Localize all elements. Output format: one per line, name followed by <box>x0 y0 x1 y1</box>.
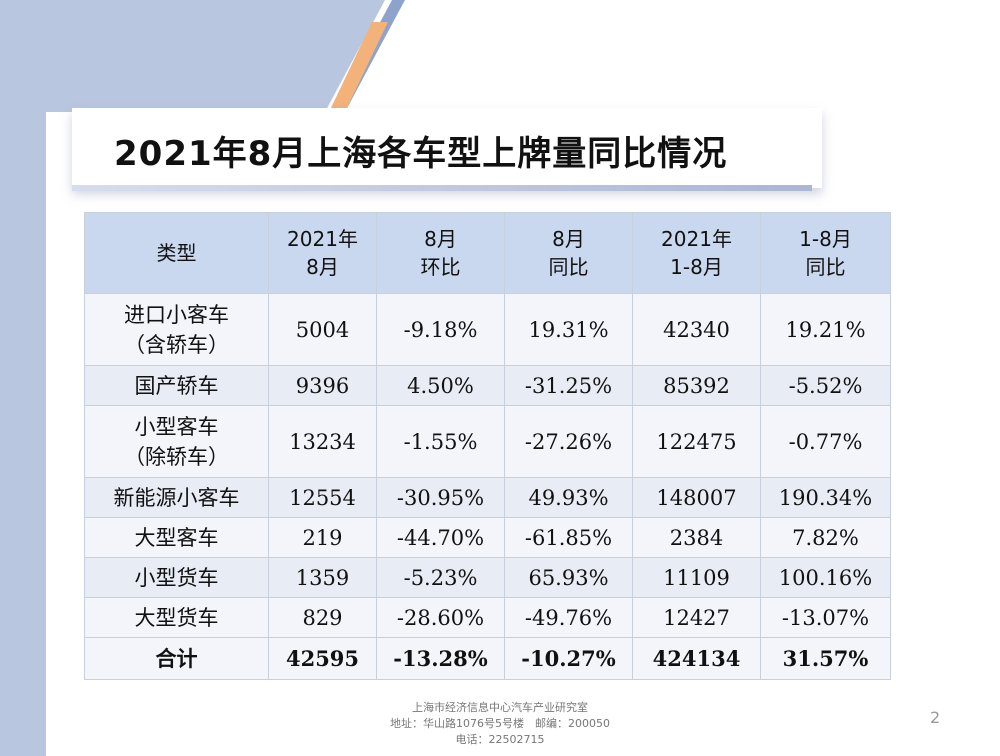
value-cell: -0.77% <box>760 405 891 478</box>
vehicle-type-line: 小型客车 <box>134 414 219 439</box>
value-cell: 85392 <box>632 365 761 406</box>
table-row: 大型客车 219 -44.70% -61.85% 2384 7.82% <box>84 517 891 558</box>
title-underline <box>72 185 812 191</box>
column-header: 8月环比 <box>376 212 505 294</box>
table-row: 大型货车 829 -28.60% -49.76% 12427 -13.07% <box>84 597 891 638</box>
vehicle-type-line: 大型货车 <box>134 605 219 630</box>
column-header-line: 同比 <box>805 255 846 279</box>
table-row: 新能源小客车 12554 -30.95% 49.93% 148007 190.34% <box>84 477 891 518</box>
value-cell: -44.70% <box>376 517 505 558</box>
vehicle-type-cell: 大型货车 <box>84 597 269 638</box>
column-header: 2021年 8月 <box>268 212 377 294</box>
value-cell: 13234 <box>268 405 377 478</box>
vehicle-type-cell: 大型客车 <box>84 517 269 558</box>
table-row: 进口小客车 （含轿车） 5004 -9.18% 19.31% 42340 19.21% <box>84 293 891 366</box>
vehicle-type-cell: 国产轿车 <box>84 365 269 406</box>
value-cell: 9396 <box>268 365 377 406</box>
column-header-line: 8月 <box>306 255 339 279</box>
value-cell: -13.28% <box>376 637 505 680</box>
value-cell: -28.60% <box>376 597 505 638</box>
vehicle-type-cell: 新能源小客车 <box>84 477 269 518</box>
column-header-line: 类型 <box>156 241 197 265</box>
value-cell: 42340 <box>632 293 761 366</box>
value-cell: -30.95% <box>376 477 505 518</box>
value-cell: 190.34% <box>760 477 891 518</box>
footer-address: 地址：华山路1076号5号楼 邮编：200050 <box>390 717 610 730</box>
value-cell: 1359 <box>268 557 377 598</box>
title-box: 2021年8月上海各车型上牌量同比情况 <box>72 108 822 188</box>
vehicle-type-cell: 进口小客车 （含轿车） <box>84 293 269 366</box>
column-header: 8月同比 <box>504 212 633 294</box>
column-header-line: 1-8月 <box>799 227 852 251</box>
value-cell: -31.25% <box>504 365 633 406</box>
value-cell: 31.57% <box>760 637 891 680</box>
value-cell: 19.21% <box>760 293 891 366</box>
value-cell: -5.23% <box>376 557 505 598</box>
value-cell: 65.93% <box>504 557 633 598</box>
column-header-line: 8月 <box>552 227 585 251</box>
value-cell: -10.27% <box>504 637 633 680</box>
value-cell: 829 <box>268 597 377 638</box>
value-cell: 12554 <box>268 477 377 518</box>
top-decorative-band <box>0 0 1000 112</box>
vehicle-type-cell: 小型货车 <box>84 557 269 598</box>
column-header-line: 2021年 <box>661 227 732 251</box>
column-header-line: 8月 <box>424 227 457 251</box>
value-cell: 100.16% <box>760 557 891 598</box>
vehicle-type-line: 进口小客车 <box>124 302 229 327</box>
column-header-line: 环比 <box>420 255 461 279</box>
slide-title: 2021年8月上海各车型上牌量同比情况 <box>114 134 728 174</box>
vehicle-type-line: 新能源小客车 <box>113 485 240 510</box>
value-cell: -27.26% <box>504 405 633 478</box>
value-cell: 148007 <box>632 477 761 518</box>
value-cell: 42595 <box>268 637 377 680</box>
value-cell: -9.18% <box>376 293 505 366</box>
column-header: 类型 <box>84 212 269 294</box>
vehicle-type-line: （含轿车） <box>124 332 229 357</box>
vehicle-type-cell: 小型客车 （除轿车） <box>84 405 269 478</box>
value-cell: -5.52% <box>760 365 891 406</box>
table-header-row: 类型 2021年 8月 8月 环比 8月 同比 2021年 1-8月 1-8月 同比 <box>84 212 891 294</box>
data-table: 类型 2021年 8月 8月 环比 8月 同比 2021年 1-8月 1-8月 同比 进口小客车 （含… <box>84 212 891 680</box>
column-header-line: 1-8月 <box>670 255 723 279</box>
vehicle-type-cell: 合计 <box>84 637 269 680</box>
table-row: 国产轿车 9396 4.50% -31.25% 85392 -5.52% <box>84 365 891 406</box>
footer: 上海市经济信息中心汽车产业研究室 地址：华山路1076号5号楼 邮编：20005… <box>300 700 700 748</box>
column-header-line: 同比 <box>548 255 589 279</box>
vehicle-type-line: 大型客车 <box>134 525 219 550</box>
value-cell: 11109 <box>632 557 761 598</box>
column-header-line: 2021年 <box>287 227 358 251</box>
footer-phone: 电话：22502715 <box>455 733 545 746</box>
value-cell: -1.55% <box>376 405 505 478</box>
value-cell: 4.50% <box>376 365 505 406</box>
value-cell: 424134 <box>632 637 761 680</box>
page-number: 2 <box>930 708 941 727</box>
table-row: 小型客车 （除轿车） 13234 -1.55% -27.26% 122475 -0.77% <box>84 405 891 478</box>
value-cell: 219 <box>268 517 377 558</box>
value-cell: 12427 <box>632 597 761 638</box>
value-cell: -13.07% <box>760 597 891 638</box>
column-header: 2021年 1-8月 <box>632 212 761 294</box>
vehicle-type-line: （除轿车） <box>124 444 229 469</box>
value-cell: 122475 <box>632 405 761 478</box>
footer-org: 上海市经济信息中心汽车产业研究室 <box>412 701 588 714</box>
vehicle-type-line: 合计 <box>155 646 198 671</box>
column-header: 1-8月同比 <box>760 212 891 294</box>
value-cell: 7.82% <box>760 517 891 558</box>
value-cell: 49.93% <box>504 477 633 518</box>
value-cell: 2384 <box>632 517 761 558</box>
left-decorative-band <box>0 0 46 756</box>
vehicle-type-line: 国产轿车 <box>134 373 219 398</box>
value-cell: 19.31% <box>504 293 633 366</box>
value-cell: 5004 <box>268 293 377 366</box>
vehicle-type-line: 小型货车 <box>134 565 219 590</box>
top-stripes-graphic <box>0 0 405 112</box>
table-row: 小型货车 1359 -5.23% 65.93% 11109 100.16% <box>84 557 891 598</box>
value-cell: -61.85% <box>504 517 633 558</box>
value-cell: -49.76% <box>504 597 633 638</box>
total-row: 合计 42595 -13.28% -10.27% 424134 31.57% <box>84 637 891 680</box>
